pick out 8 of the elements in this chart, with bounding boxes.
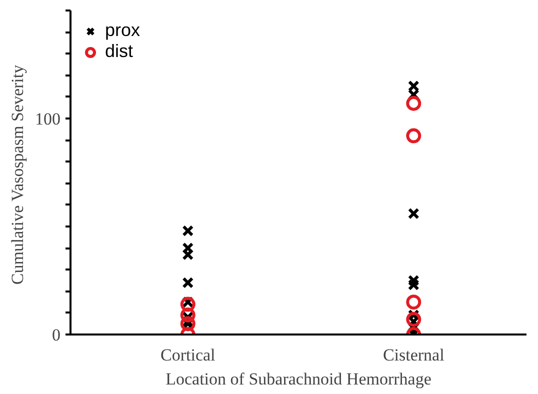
x-axis-title: Location of Subarachnoid Hemorrhage [166,370,432,388]
y-tick-label: 100 [35,110,60,128]
legend-label: prox [105,20,140,41]
legend-label: dist [105,41,134,62]
x-tick-label: Cortical [160,346,216,364]
x-tick-label: Cisternal [382,346,445,364]
y-tick-label: 0 [52,326,60,344]
y-axis-title: Cumulative Vasospasm Severity [8,64,27,285]
